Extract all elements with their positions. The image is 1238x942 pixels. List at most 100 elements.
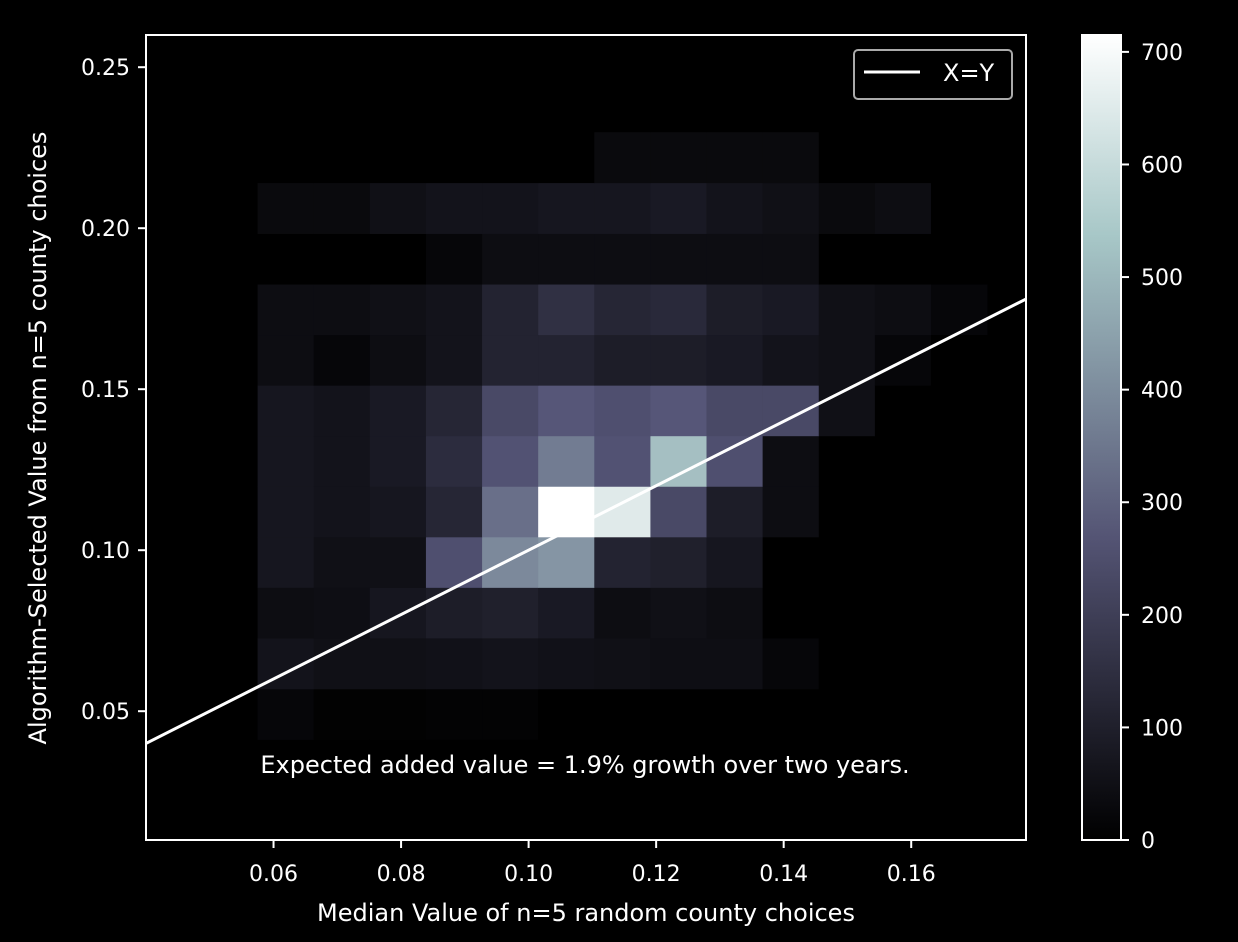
heatmap-cell <box>818 385 876 437</box>
heatmap-cell <box>313 486 371 538</box>
heatmap-cell <box>706 587 763 639</box>
plot-frame <box>145 34 1027 841</box>
heatmap-cell <box>538 385 595 437</box>
heatmap-cell <box>482 587 539 639</box>
heatmap-cell <box>818 334 876 386</box>
heatmap-cell <box>650 638 707 690</box>
heatmap-cell <box>257 182 315 234</box>
heatmap-cell <box>482 638 539 690</box>
heatmap-cell <box>762 233 820 285</box>
legend-entry-x-equals-y: X=Y <box>943 59 995 87</box>
heatmap-cell <box>425 536 483 588</box>
heatmap-cell <box>930 587 988 639</box>
heatmap-cell <box>818 284 876 336</box>
heatmap-cell <box>425 132 483 184</box>
heatmap-cell <box>594 182 651 234</box>
x-tick-label: 0.16 <box>887 862 936 887</box>
heatmap-cell <box>706 486 763 538</box>
heatmap-cell <box>482 486 539 538</box>
heatmap-cell <box>369 638 427 690</box>
heatmap-cell <box>482 182 539 234</box>
heatmap-cell <box>706 284 763 336</box>
heatmap-cell <box>482 284 539 336</box>
heatmap-cell <box>874 182 932 234</box>
heatmap-cell <box>313 688 371 740</box>
heatmap-cell <box>650 435 707 487</box>
heatmap-cell <box>594 132 651 184</box>
heatmap-cell <box>369 284 427 336</box>
heatmap-cell <box>706 688 763 740</box>
heatmap-cell <box>369 334 427 386</box>
heatmap-cell <box>482 334 539 386</box>
heatmap-cell <box>930 233 988 285</box>
heatmap-cell <box>930 132 988 184</box>
heatmap-cell <box>874 688 932 740</box>
heatmap-cell <box>706 182 763 234</box>
heatmap-cell <box>706 132 763 184</box>
heatmap-cell <box>762 688 820 740</box>
heatmap-cell <box>313 435 371 487</box>
y-axis-ticks: 0.05 0.10 0.15 0.20 0.25 <box>81 56 146 725</box>
heatmap-cell <box>313 284 371 336</box>
heatmap-cell <box>650 334 707 386</box>
reference-line-x-equals-y <box>146 297 1026 745</box>
legend: X=Y <box>853 49 1013 100</box>
heatmap-cell <box>538 233 595 285</box>
x-tick-label: 0.10 <box>504 862 553 887</box>
heatmap-cell <box>650 182 707 234</box>
colorbar-ticks: 0 100 200 300 400 500 600 700 <box>1121 41 1183 854</box>
heatmap-cell <box>874 385 932 437</box>
heatmap-cell <box>650 486 707 538</box>
heatmap-cell <box>313 233 371 285</box>
heatmap-cell <box>930 435 988 487</box>
heatmap-cell <box>762 435 820 487</box>
y-axis-label: Algorithm-Selected Value from n=5 county… <box>24 132 52 745</box>
heatmap-cell <box>818 587 876 639</box>
heatmap-cell <box>930 688 988 740</box>
heatmap-cell <box>818 688 876 740</box>
heatmap-cell <box>538 182 595 234</box>
heatmap-cell <box>369 132 427 184</box>
colorbar-tick-label: 0 <box>1141 829 1155 854</box>
heatmap-cell <box>818 435 876 487</box>
colorbar-frame <box>1081 34 1122 841</box>
x-tick-label: 0.06 <box>249 862 298 887</box>
heatmap-cell <box>538 284 595 336</box>
annotation-text: Expected added value = 1.9% growth over … <box>260 751 909 779</box>
heatmap-cell <box>313 132 371 184</box>
heatmap-cell <box>538 132 595 184</box>
y-tick-label: 0.25 <box>81 56 130 81</box>
heatmap-cell <box>482 132 539 184</box>
heatmap-cell <box>874 233 932 285</box>
heatmap-cell <box>818 536 876 588</box>
heatmap-cell <box>425 385 483 437</box>
heatmap-cell <box>425 435 483 487</box>
heatmap-cell <box>425 182 483 234</box>
heatmap-cell <box>538 486 595 538</box>
heatmap-cell <box>257 486 315 538</box>
heatmap-cell <box>818 486 876 538</box>
heatmap-cell <box>650 284 707 336</box>
colorbar-tick-label: 600 <box>1141 153 1183 178</box>
heatmap-cell <box>650 132 707 184</box>
colorbar: 0 100 200 300 400 500 600 700 <box>1081 34 1183 854</box>
y-tick-label: 0.15 <box>81 378 130 403</box>
heatmap-cell <box>482 688 539 740</box>
heatmap-cell <box>257 284 315 336</box>
heatmap-cell <box>930 486 988 538</box>
heatmap-cell <box>874 536 932 588</box>
x-tick-label: 0.14 <box>759 862 808 887</box>
heatmap-cell <box>313 334 371 386</box>
x-axis-label: Median Value of n=5 random county choice… <box>317 899 855 927</box>
heatmap-cell <box>313 587 371 639</box>
heatmap-cell <box>369 182 427 234</box>
heatmap-cell <box>313 385 371 437</box>
heatmap-cell <box>594 385 651 437</box>
heatmap-cell <box>313 536 371 588</box>
heatmap-cell <box>874 587 932 639</box>
heatmap-cell <box>257 132 315 184</box>
heatmap-cell <box>930 284 988 336</box>
heatmap-cell <box>257 536 315 588</box>
heatmap-cell <box>425 688 483 740</box>
